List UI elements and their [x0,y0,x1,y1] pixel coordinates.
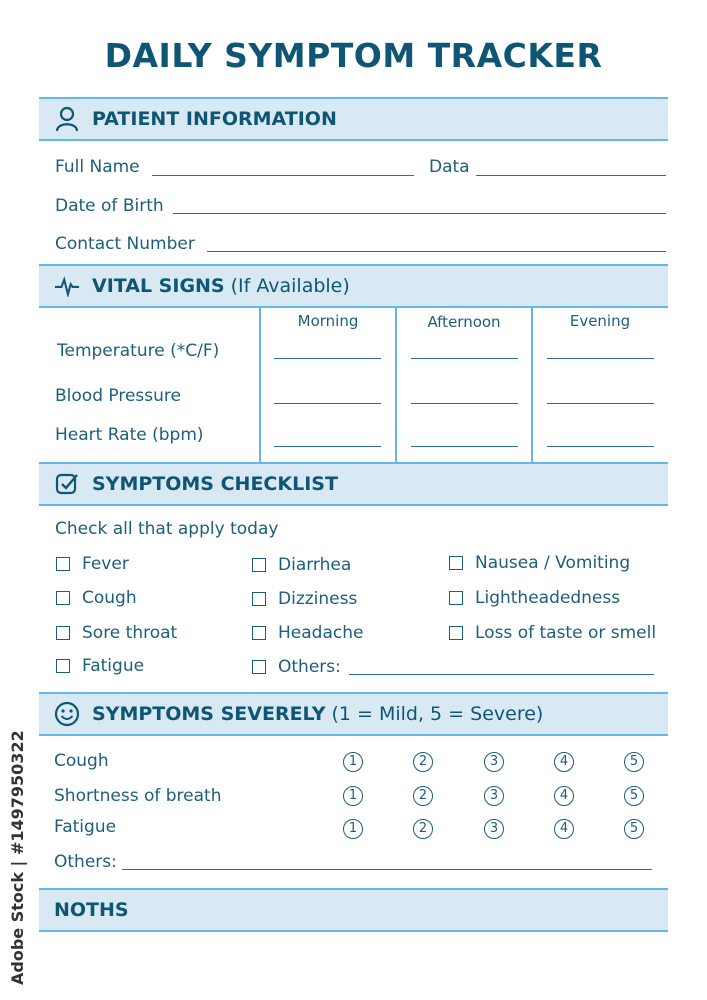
dob-field[interactable] [173,213,666,214]
symptom-checkbox[interactable] [56,591,70,605]
vital-entry-field[interactable] [274,358,381,359]
notes-header: NOTHS [39,888,668,932]
symptom-checkbox[interactable] [56,557,70,571]
symptom-label: Diarrhea [278,555,352,575]
symptom-label: Cough [82,588,137,608]
section-title: PATIENT INFORMATION [92,108,337,130]
symptom-checkbox[interactable] [252,592,266,606]
dob-label: Date of Birth [55,196,164,216]
symptoms-severity-header: SYMPTOMS SEVERELY (1 = Mild, 5 = Severe) [39,692,668,736]
section-subtitle: (If Available) [230,275,350,297]
symptom-label: Lightheadedness [475,588,621,608]
checkbox-icon [54,471,80,497]
section-subtitle: (1 = Mild, 5 = Severe) [331,703,544,725]
vital-entry-field[interactable] [547,446,654,447]
symptom-checkbox[interactable] [449,626,463,640]
checklist-instruction: Check all that apply today [55,519,279,539]
divider [259,308,261,463]
symptom-label: Headache [278,623,364,643]
severity-rating-option[interactable]: 4 [554,786,574,806]
symptom-label: Loss of taste or smell [475,623,657,643]
severity-rating-option[interactable]: 1 [343,786,363,806]
section-title: SYMPTOMS SEVERELY [92,703,326,725]
patient-info-header: PATIENT INFORMATION [39,97,668,141]
vital-entry-field[interactable] [547,403,654,404]
severity-rating-option[interactable]: 5 [624,752,644,772]
severity-row-label: Fatigue [54,817,117,837]
vital-entry-field[interactable] [274,403,381,404]
severity-rating-option[interactable]: 2 [413,786,433,806]
data-label: Data [429,157,470,177]
symptom-checkbox[interactable] [252,660,266,674]
severity-rating-option[interactable]: 5 [624,819,644,839]
symptom-checkbox[interactable] [56,626,70,640]
contact-label: Contact Number [55,234,195,254]
column-evening: Evening [569,312,631,330]
section-title: NOTHS [54,899,129,921]
heartbeat-icon [54,273,80,299]
vital-entry-field[interactable] [547,358,654,359]
vital-signs-header: VITAL SIGNS (If Available) [39,264,668,308]
smiley-icon [54,701,80,727]
severity-rating-option[interactable]: 2 [413,752,433,772]
symptom-label: Dizziness [278,589,358,609]
severity-rating-option[interactable]: 1 [343,819,363,839]
full-name-label: Full Name [55,157,140,177]
severity-rating-option[interactable]: 4 [554,752,574,772]
data-field[interactable] [476,175,666,176]
vital-row-label: Temperature (*C/F) [57,341,220,361]
vital-entry-field[interactable] [411,403,518,404]
symptom-checkbox[interactable] [56,659,70,673]
symptom-label: Nausea / Vomiting [475,553,631,573]
column-morning: Morning [297,312,359,330]
severity-rating-option[interactable]: 4 [554,819,574,839]
symptom-checkbox[interactable] [252,626,266,640]
vital-row-label: Heart Rate (bpm) [55,425,204,445]
section-title: SYMPTOMS CHECKLIST [92,473,338,495]
severity-rating-option[interactable]: 5 [624,786,644,806]
vital-entry-field[interactable] [274,446,381,447]
symptom-checkbox[interactable] [252,558,266,572]
contact-field[interactable] [207,251,666,252]
severity-rating-option[interactable]: 3 [484,752,504,772]
symptoms-checklist-header: SYMPTOMS CHECKLIST [39,462,668,506]
symptom-label: Fever [82,554,129,574]
symptom-checkbox[interactable] [449,591,463,605]
symptom-checkbox[interactable] [449,556,463,570]
page-title: DAILY SYMPTOM TRACKER [104,36,603,75]
severity-rating-option[interactable]: 1 [343,752,363,772]
symptom-label: Sore throat [82,623,178,643]
divider [531,308,533,463]
others-field[interactable] [349,674,654,675]
severity-rating-option[interactable]: 2 [413,819,433,839]
vital-entry-field[interactable] [411,446,518,447]
symptom-label: Fatigue [82,656,145,676]
vital-row-label: Blood Pressure [55,386,181,406]
divider [395,308,397,463]
severity-row-label: Shortness of breath [54,786,222,806]
severity-rating-option[interactable]: 3 [484,819,504,839]
full-name-field[interactable] [152,175,414,176]
severity-row-label: Cough [54,751,109,771]
section-title: VITAL SIGNS [92,275,225,297]
person-icon [54,106,80,132]
severity-rating-option[interactable]: 3 [484,786,504,806]
column-afternoon: Afternoon [427,313,501,331]
vital-entry-field[interactable] [411,358,518,359]
severity-others-label: Others: [54,852,117,872]
symptom-label: Others: [278,657,341,677]
severity-others-field[interactable] [122,869,652,870]
watermark: Adobe Stock | #1497950322 [8,730,27,985]
